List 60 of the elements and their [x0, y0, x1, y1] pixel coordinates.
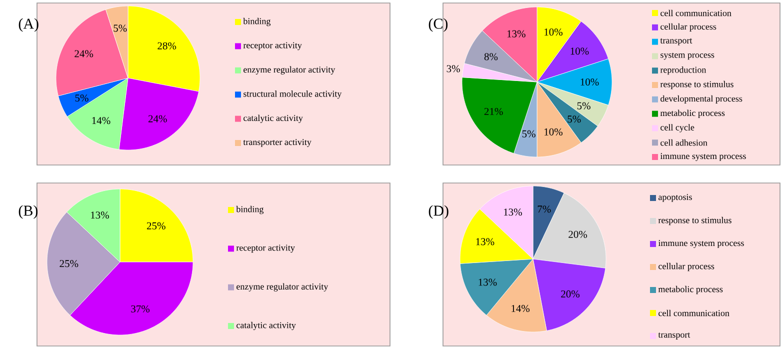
legend-label: response to stimulus — [660, 80, 734, 90]
legend-label: catalytic activity — [236, 322, 296, 330]
legend-label: cellular process — [660, 23, 716, 32]
data-label: 14% — [92, 116, 110, 124]
legend-label: immune system process — [658, 240, 744, 248]
legend-label: receptor activity — [236, 244, 295, 253]
text: (B) — [18, 205, 38, 219]
legend-label: metabolic process — [660, 110, 725, 118]
legend-label: cellular process — [658, 262, 714, 272]
data-label: 21% — [484, 108, 503, 116]
data-label: 5% — [568, 116, 581, 123]
legend-label: metabolic process — [658, 286, 723, 294]
data-label: 13% — [478, 278, 497, 286]
data-label: 37% — [131, 305, 150, 312]
data-label: 20% — [561, 290, 580, 298]
legend-label: reproduction — [660, 66, 706, 75]
data-label: 13% — [507, 30, 526, 38]
data-label: 14% — [512, 304, 530, 312]
data-label: 20% — [568, 230, 588, 238]
data-label: 5% — [522, 130, 536, 138]
legend-label: structural molecule activity — [244, 90, 342, 99]
data-label: 28% — [158, 42, 176, 50]
data-label: 3% — [446, 65, 460, 72]
legend-label: receptor activity — [243, 42, 302, 50]
legend-label: cell communication — [660, 10, 732, 16]
data-label: 13% — [476, 238, 494, 246]
data-label: 10% — [544, 28, 562, 36]
data-label: 7% — [538, 206, 551, 213]
legend-label: developmental process — [660, 95, 742, 104]
data-label: 24% — [148, 115, 167, 122]
legend-label: binding — [243, 18, 271, 26]
data-label: 10% — [544, 128, 562, 136]
data-label: 25% — [146, 222, 166, 230]
text: (C) — [428, 18, 448, 32]
legend-label: system process — [660, 52, 714, 60]
data-label: 8% — [484, 53, 498, 60]
legend-label: transport — [660, 38, 692, 46]
legend-label: enzyme regulator activity — [244, 66, 336, 74]
data-label: 25% — [60, 260, 78, 268]
legend-label: cell communication — [658, 310, 730, 316]
data-label: 13% — [91, 212, 109, 219]
data-label: 10% — [580, 78, 599, 86]
legend-label: enzyme regulator activity — [236, 283, 328, 292]
data-label: 5% — [577, 102, 590, 110]
text: (A) — [18, 18, 38, 32]
text: (D) — [428, 205, 448, 219]
legend-label: catalytic activity — [244, 114, 303, 123]
data-label: 24% — [74, 50, 94, 58]
data-label: 10% — [570, 48, 589, 55]
legend-label: immune system process — [660, 153, 746, 161]
legend-label: binding — [236, 206, 264, 214]
legend-label: cell adhesion — [660, 139, 708, 146]
data-label: 5% — [75, 94, 88, 102]
legend-label: cell cycle — [660, 124, 694, 132]
legend-label: response to stimulus — [658, 216, 732, 226]
legend-label: transporter activity — [243, 139, 312, 147]
legend-label: apoptosis — [658, 194, 692, 202]
data-label: 13% — [504, 208, 522, 216]
legend-label: transport — [658, 332, 690, 340]
data-label: 5% — [114, 24, 127, 32]
